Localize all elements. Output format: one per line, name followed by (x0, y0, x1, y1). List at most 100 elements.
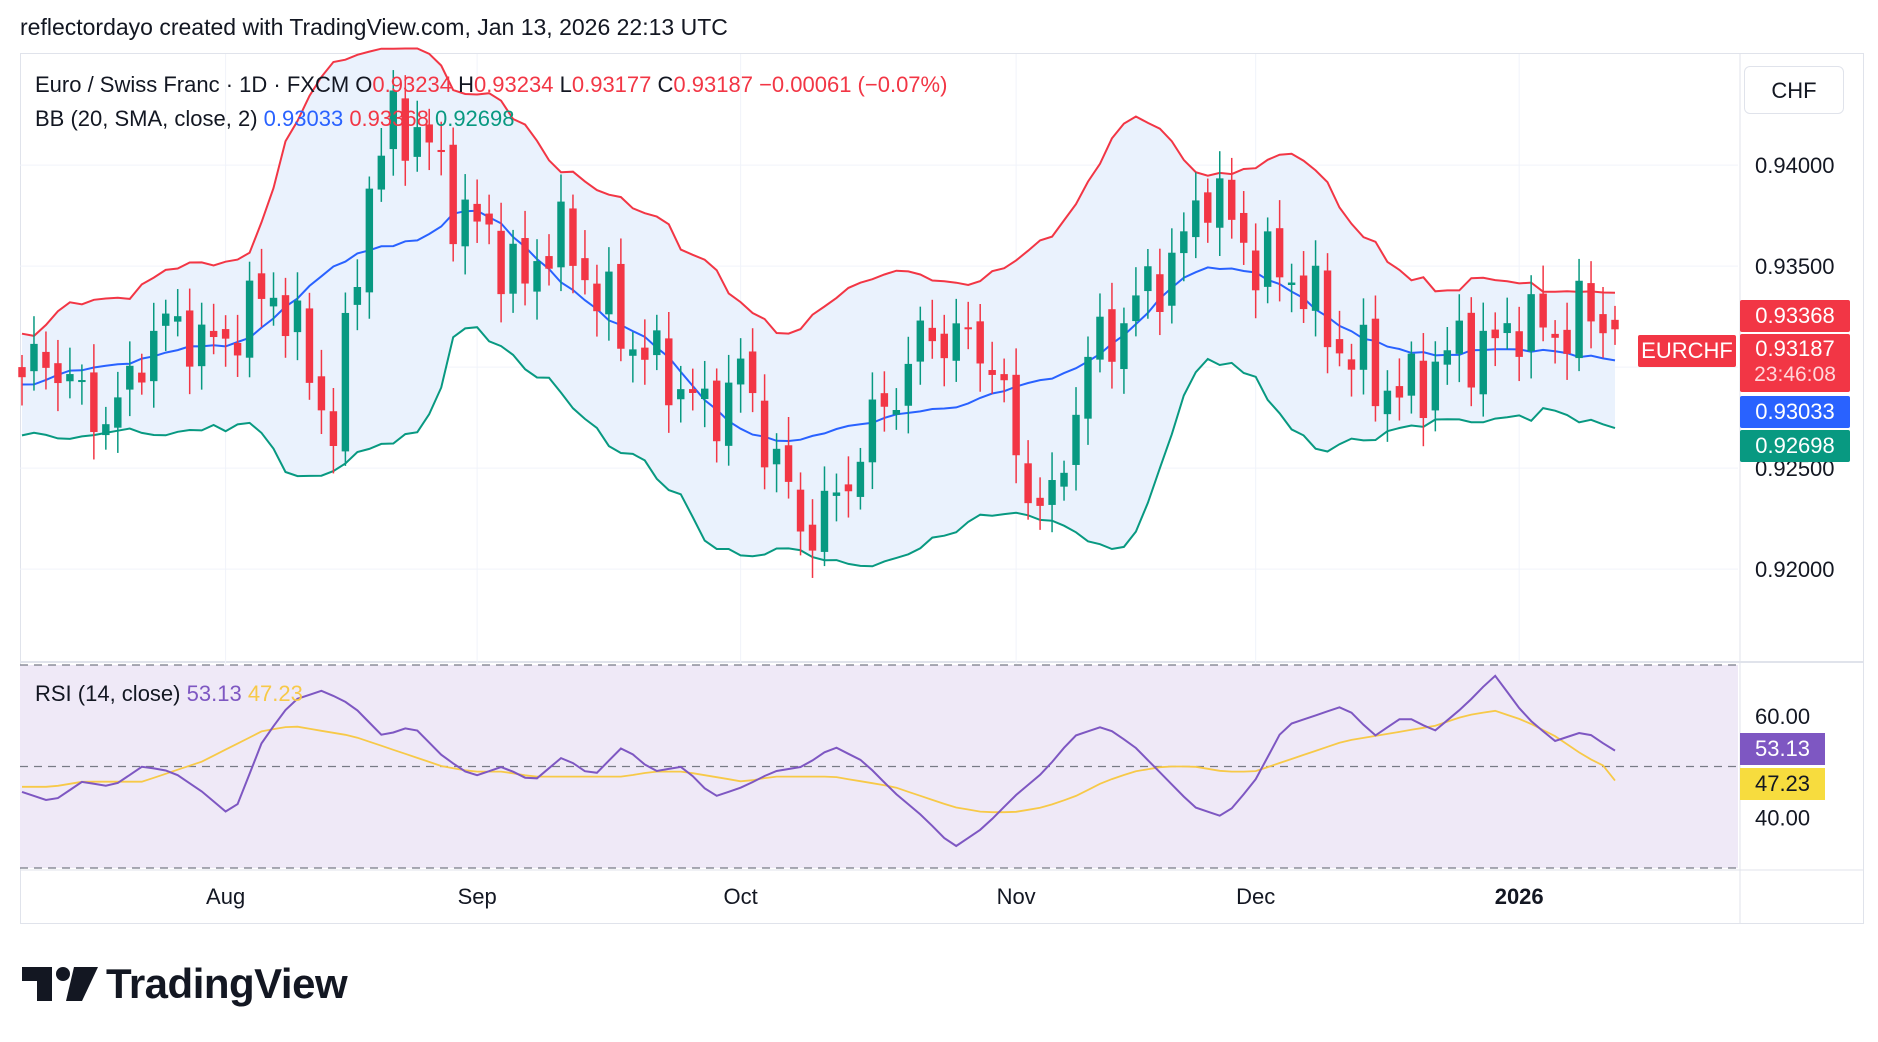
chart-header-text: reflectordayo created with TradingView.c… (20, 14, 728, 40)
candle-down (976, 321, 984, 364)
tradingview-logo-icon (22, 967, 98, 1001)
candle-up (377, 155, 386, 190)
bb-upper-line (21, 47, 1616, 337)
bar-countdown: 23:46:08 (1754, 363, 1836, 386)
close-label: C (657, 72, 674, 97)
chart-frame (20, 53, 1864, 924)
candle-down (1228, 179, 1236, 220)
candle-up (832, 492, 841, 496)
candle-down (748, 351, 757, 394)
candle-down (437, 149, 445, 153)
open-label: O (355, 72, 373, 97)
candle-up (1096, 316, 1104, 360)
rsi-label[interactable]: RSI (14, close) (35, 681, 181, 706)
high-label: H (458, 72, 474, 97)
candle-down (617, 263, 625, 349)
candle-up (1527, 294, 1535, 352)
close-value: 0.93187 (673, 72, 753, 97)
last-price-badge: 0.93187 23:46:08 (1740, 334, 1850, 392)
candle-down (1419, 360, 1428, 419)
candle-up (1192, 200, 1200, 238)
candle-down (305, 308, 314, 383)
candle-down (545, 256, 553, 269)
bb-upper-price-badge: 0.93368 (1740, 300, 1850, 332)
price-tick-label: 0.94000 (1755, 153, 1835, 178)
candle-down (1000, 374, 1008, 381)
candle-up (1407, 353, 1416, 396)
candle-up (389, 90, 398, 150)
high-value: 0.93234 (473, 72, 554, 97)
candle-up (1168, 252, 1176, 306)
candle-up (461, 199, 469, 247)
candle-down (808, 524, 817, 551)
candle-up (197, 324, 206, 367)
candle-down (1299, 275, 1308, 310)
candle-up (1455, 320, 1464, 354)
candle-down (401, 98, 409, 161)
candle-down (940, 333, 948, 359)
candle-down (569, 208, 577, 266)
rsi-ma-line (22, 709, 1616, 814)
tradingview-logo[interactable]: TradingView (22, 960, 348, 1008)
candle-down (593, 283, 601, 312)
candle-down (221, 329, 230, 339)
candle-up (1383, 390, 1392, 415)
candle-down (1599, 314, 1607, 334)
candle-up (1132, 295, 1140, 322)
candle-up (245, 280, 254, 358)
candle-down (257, 273, 266, 299)
candle-down (1239, 212, 1248, 243)
rsi-tick-label: 40.00 (1755, 805, 1810, 830)
candle-up (533, 261, 541, 292)
candle-down (185, 310, 194, 367)
time-tick-label: 2026 (1495, 884, 1544, 909)
candle-down (233, 342, 242, 356)
candle-up (1359, 324, 1368, 370)
candle-up (413, 127, 421, 157)
candle-up (736, 358, 745, 385)
candle-down (281, 295, 290, 337)
candle-down (138, 372, 146, 383)
candle-down (784, 445, 793, 482)
candle-down (988, 370, 996, 375)
candle-down (329, 411, 338, 446)
candle-up (1048, 480, 1056, 505)
candle-down (880, 393, 889, 407)
candle-up (1180, 231, 1188, 254)
rsi-value-badge: 53.13 (1740, 733, 1825, 765)
candle-up (353, 286, 362, 305)
candle-up (856, 461, 865, 497)
symbol-title[interactable]: Euro / Swiss Franc · 1D · FXCM (35, 72, 350, 97)
candle-down (521, 238, 529, 284)
candle-up (114, 397, 122, 428)
tradingview-logo-text: TradingView (106, 960, 348, 1007)
candle-down (1467, 312, 1475, 388)
candle-up (1084, 356, 1092, 419)
time-tick-label: Nov (997, 884, 1036, 909)
bb-lower-line (21, 326, 1616, 568)
rsi-tick-label: 60.00 (1755, 704, 1810, 729)
candle-up (1072, 414, 1080, 465)
bb-label[interactable]: BB (20, SMA, close, 2) (35, 106, 258, 131)
candle-down (209, 330, 218, 338)
candle-up (904, 363, 913, 406)
candle-down (42, 351, 50, 368)
candle-up (1503, 323, 1511, 334)
candle-down (1587, 283, 1595, 322)
candle-up (772, 448, 781, 465)
candle-up (341, 312, 350, 452)
candle-down (665, 338, 673, 406)
candle-down (1275, 228, 1284, 278)
candle-down (689, 389, 697, 393)
time-tick-label: Aug (206, 884, 245, 909)
candle-up (916, 320, 925, 362)
price-tick-label: 0.93500 (1755, 254, 1835, 279)
rsi-value: 53.13 (186, 681, 242, 706)
candle-down (964, 327, 972, 330)
currency-button[interactable]: CHF (1744, 66, 1844, 114)
candle-up (724, 382, 733, 446)
candle-up (1479, 330, 1487, 395)
candle-down (1012, 374, 1020, 456)
candle-down (1563, 329, 1571, 354)
